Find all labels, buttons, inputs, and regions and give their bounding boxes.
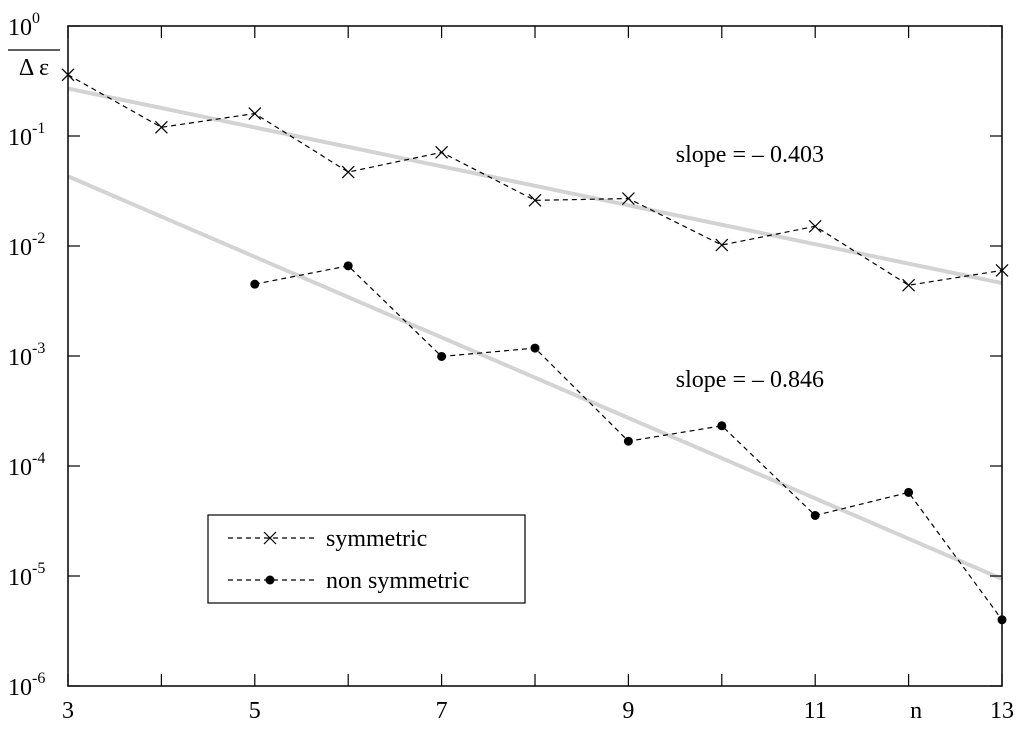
y-tick-label: 10-5 bbox=[8, 560, 45, 591]
x-tick-label: 3 bbox=[62, 698, 74, 724]
y-axis-label-text: Δ ε bbox=[19, 55, 49, 81]
series-layer bbox=[61, 68, 1009, 625]
data-point-non-symmetric bbox=[530, 343, 540, 353]
legend: symmetric non symmetric bbox=[207, 514, 526, 604]
data-point-symmetric bbox=[435, 145, 449, 159]
data-point-symmetric bbox=[248, 107, 262, 120]
y-tick-label: 10-6 bbox=[8, 670, 45, 701]
y-tick-label: 10-1 bbox=[8, 120, 45, 151]
data-point-non-symmetric bbox=[343, 261, 353, 271]
data-point-non-symmetric bbox=[623, 436, 633, 446]
data-point-symmetric bbox=[808, 219, 822, 233]
data-point-non-symmetric bbox=[250, 279, 260, 289]
data-point-non-symmetric bbox=[717, 421, 727, 431]
x-tick-label: 9 bbox=[622, 698, 634, 724]
y-tick-label: 10-3 bbox=[8, 340, 45, 371]
fit-line-0 bbox=[67, 86, 1003, 286]
legend-entries bbox=[228, 531, 318, 585]
slope-annotation-symmetric: slope = – 0.403 bbox=[676, 142, 824, 168]
legend-label-symmetric: symmetric bbox=[326, 526, 427, 552]
data-point-symmetric bbox=[715, 238, 729, 252]
data-point-symmetric bbox=[341, 165, 355, 179]
y-axis-label: Δ ε bbox=[8, 49, 60, 81]
fit-lines bbox=[67, 86, 1003, 581]
y-tick-label: 10-2 bbox=[8, 230, 45, 261]
data-point-non-symmetric bbox=[810, 510, 820, 520]
x-tick-label: 11 bbox=[804, 698, 827, 724]
x-tick-label: 13 bbox=[990, 698, 1014, 724]
legend-marker-x bbox=[263, 531, 277, 545]
data-point-symmetric bbox=[621, 192, 635, 205]
data-point-non-symmetric bbox=[904, 487, 914, 497]
x-axis-label: n bbox=[910, 698, 922, 724]
x-tick-label: 5 bbox=[249, 698, 261, 724]
axis-ticks bbox=[67, 25, 1003, 687]
data-point-symmetric bbox=[902, 278, 916, 292]
legend-marker-dot bbox=[265, 575, 275, 585]
data-point-symmetric bbox=[528, 193, 542, 207]
y-tick-label: 100 bbox=[8, 10, 40, 41]
legend-box bbox=[207, 514, 526, 604]
x-tick-label: 7 bbox=[436, 698, 448, 724]
data-point-symmetric bbox=[154, 120, 168, 134]
fit-line-1 bbox=[67, 174, 1003, 581]
y-tick-label: 10-4 bbox=[8, 450, 45, 481]
slope-annotation-non-symmetric: slope = – 0.846 bbox=[676, 367, 824, 393]
data-point-non-symmetric bbox=[437, 351, 447, 361]
axis-tick-labels: 3 5 7 9 11 13 100 10-1 10-2 10-3 10-4 10-5 10-6 bbox=[8, 10, 1014, 724]
legend-label-non-symmetric: non symmetric bbox=[326, 568, 469, 594]
